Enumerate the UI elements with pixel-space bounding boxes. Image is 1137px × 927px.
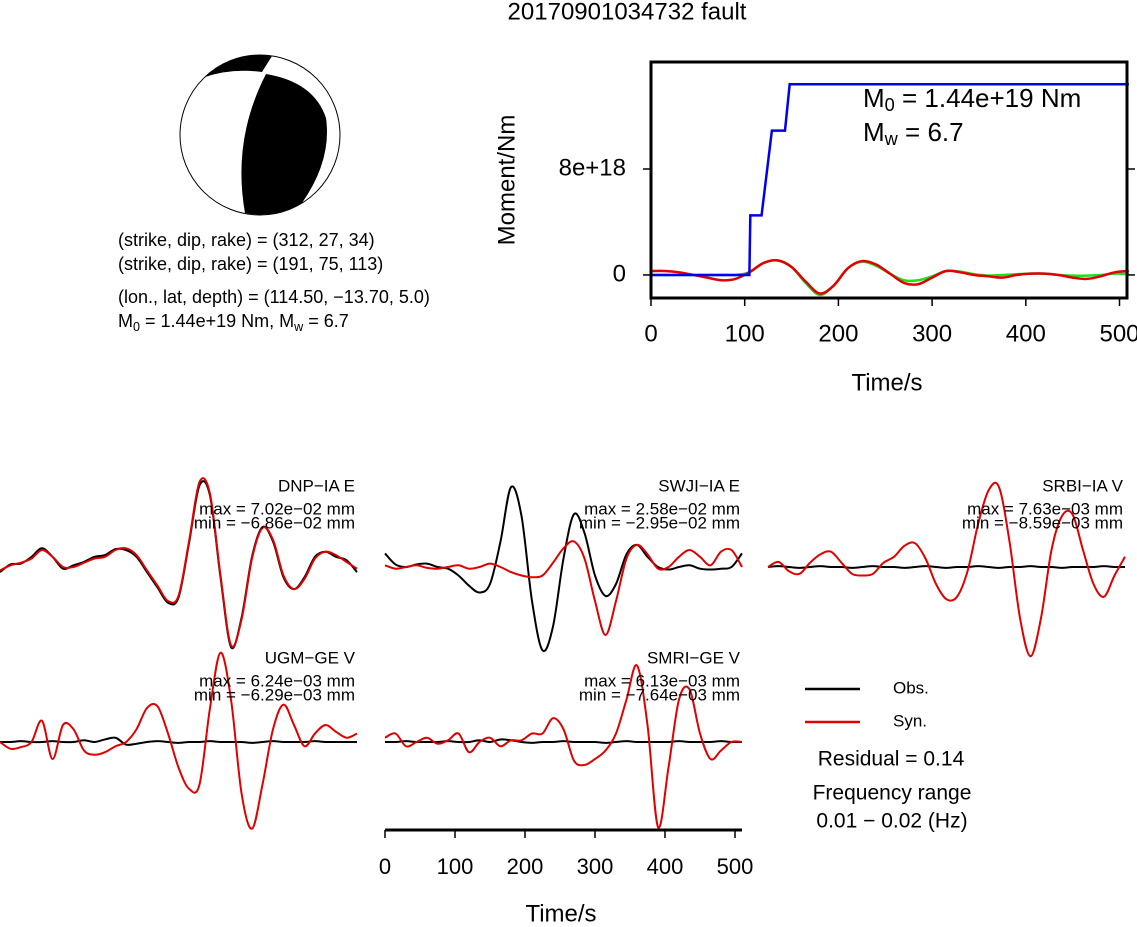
synthetic-trace	[384, 540, 743, 637]
observed-trace	[0, 736, 357, 746]
synthetic-trace	[0, 477, 358, 648]
mechanism-line: (lon., lat, depth) = (114.50, −13.70, 5.…	[118, 287, 430, 307]
annotation: M0 = 1.44e+19 Nm	[863, 83, 1081, 115]
figure-title: 20170901034732 fault	[508, 0, 747, 25]
synthetic-trace	[767, 481, 1126, 658]
legend-label: Syn.	[893, 711, 927, 730]
max-label: max = 6.24e−03 mm	[199, 671, 355, 690]
x-tick-label: 400	[1006, 320, 1046, 347]
x-tick-label: 500	[717, 854, 754, 879]
x-tick-label: 100	[725, 320, 765, 347]
text-part: = 1.44e+19 Nm	[895, 83, 1081, 113]
x-tick-label: 0	[644, 320, 657, 347]
x-tick-label: 100	[437, 854, 474, 879]
x-tick-label: 0	[379, 854, 391, 879]
max-label: max = 6.13e−03 mm	[584, 671, 740, 690]
station-label: DNP−IA E	[278, 476, 355, 495]
x-tick-label: 400	[647, 854, 684, 879]
subscript: w	[884, 129, 899, 149]
text-part: = 6.7	[303, 311, 349, 331]
annotation: Mw = 6.7	[863, 117, 964, 149]
min-label: min = −8.59e−03 mm	[962, 513, 1123, 532]
synthetic-trace	[0, 651, 358, 830]
station-label: SMRI−GE V	[647, 648, 741, 667]
observed-trace	[767, 565, 1126, 569]
frequency-range: 0.01 − 0.02 (Hz)	[816, 810, 967, 833]
series-line	[651, 258, 1129, 297]
x-axis-label: Time/s	[525, 900, 596, 927]
min-label: min = −2.95e−02 mm	[579, 513, 740, 532]
moment-line: M0 = 1.44e+19 Nm, Mw = 6.7	[118, 311, 349, 335]
station-label: UGM−GE V	[265, 648, 356, 667]
x-tick-label: 500	[1099, 320, 1137, 347]
max-label: max = 2.58e−02 mm	[584, 499, 740, 518]
min-label: min = −6.86e−02 mm	[194, 513, 355, 532]
series-line	[650, 258, 1129, 295]
y-tick-label: 8e+18	[559, 154, 626, 181]
beachball-compression	[205, 55, 272, 77]
text-part: = 6.7	[898, 117, 964, 147]
subscript: 0	[885, 95, 895, 115]
plot-frame	[649, 60, 1129, 300]
residual: Residual = 0.14	[818, 748, 965, 771]
text-part: = 1.44e+19 Nm, M	[140, 311, 294, 331]
subscript: w	[293, 320, 304, 334]
mechanism-line: (strike, dip, rake) = (191, 75, 113)	[118, 254, 383, 274]
beachball-compression	[241, 74, 327, 215]
max-label: max = 7.63e−03 mm	[967, 499, 1123, 518]
legend-label: Obs.	[893, 678, 929, 697]
subscript: 0	[133, 320, 140, 334]
max-label: max = 7.02e−02 mm	[199, 499, 355, 518]
min-label: min = −6.29e−03 mm	[194, 685, 355, 704]
mechanism-line: (strike, dip, rake) = (312, 27, 34)	[118, 230, 375, 250]
text-part: M	[863, 117, 885, 147]
synthetic-trace	[384, 664, 743, 829]
x-tick-label: 300	[577, 854, 614, 879]
y-axis-label: Moment/Nm	[493, 115, 520, 246]
station-label: SWJI−IA E	[658, 476, 740, 495]
station-label: SRBI−IA V	[1042, 476, 1123, 495]
x-axis-label: Time/s	[851, 369, 922, 396]
min-label: min = −7.64e−03 mm	[579, 685, 740, 704]
beachball	[179, 54, 341, 216]
observed-trace	[384, 738, 743, 744]
text-part: M	[118, 311, 133, 331]
x-tick-label: 200	[818, 320, 858, 347]
mechanism-text: (strike, dip, rake) = (312, 27, 34) (str…	[118, 230, 430, 335]
series-line	[651, 82, 1129, 277]
frequency-title: Frequency range	[813, 782, 972, 805]
text-part: M	[863, 83, 885, 113]
y-tick-label: 0	[613, 260, 626, 287]
x-tick-label: 300	[912, 320, 952, 347]
x-tick-label: 200	[507, 854, 544, 879]
